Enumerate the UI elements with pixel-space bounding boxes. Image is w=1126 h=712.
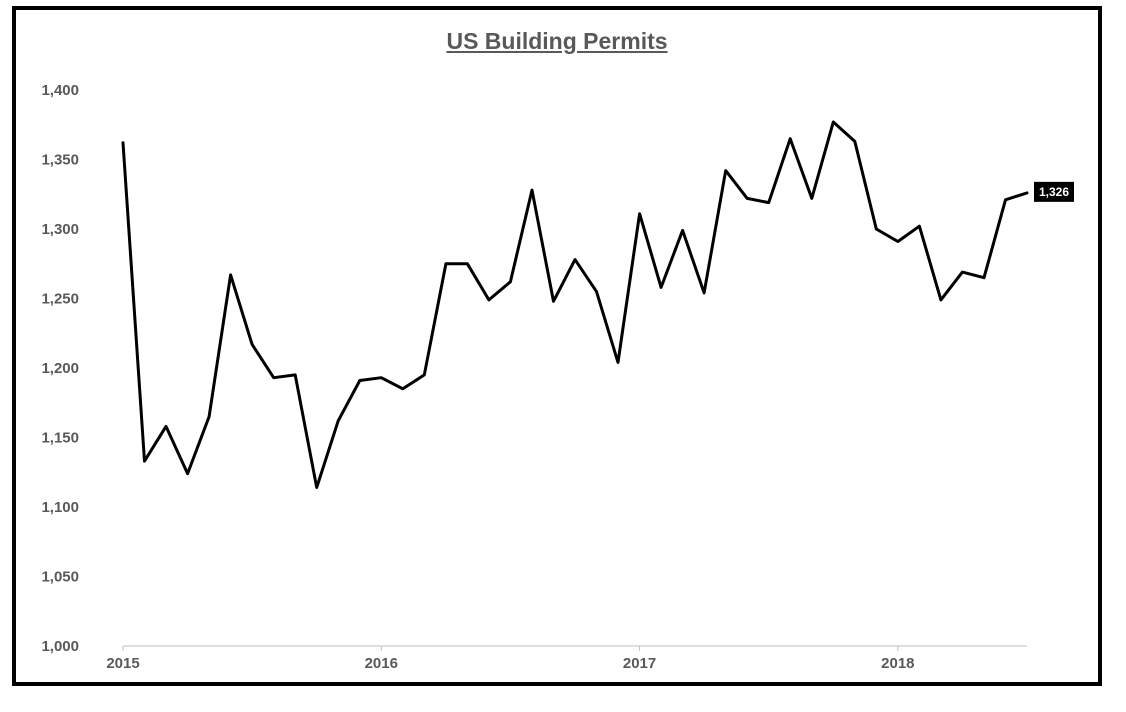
y-axis: 1,000 1,050 1,100 1,150 1,200 1,250 1,300 1,350… (41, 82, 79, 655)
x-tick-label: 2017 (623, 655, 656, 672)
series-line (121, 120, 1029, 489)
x-axis: 2015 2016 2017 2018 (106, 645, 1027, 672)
line-chart: 1,000 1,050 1,100 1,150 1,200 1,250 1,300 1,350… (41, 82, 1074, 672)
y-tick-label: 1,300 (41, 221, 79, 238)
end-label-box (1034, 181, 1074, 202)
x-tick-label: 2016 (365, 655, 398, 672)
y-tick-label: 1,050 (41, 569, 79, 586)
y-tick-label: 1,200 (41, 360, 79, 377)
chart-title: US Building Permits (446, 28, 668, 54)
y-tick-label: 1,350 (41, 152, 79, 169)
series-group (121, 120, 1029, 489)
y-tick-label: 1,150 (41, 430, 79, 447)
y-tick-label: 1,100 (41, 499, 79, 516)
end-value-label: 1,326 (1039, 185, 1069, 199)
chart-frame: US Building Permits 1,000 1,050 1,100 1,150… (12, 6, 1102, 686)
y-tick-label: 1,250 (41, 291, 79, 308)
x-tick-label: 2015 (106, 655, 139, 672)
y-tick-label: 1,000 (41, 638, 79, 655)
y-tick-label: 1,400 (41, 82, 79, 99)
x-tick-label: 2018 (881, 655, 914, 672)
end-label-group: 1,326 (1034, 181, 1074, 202)
